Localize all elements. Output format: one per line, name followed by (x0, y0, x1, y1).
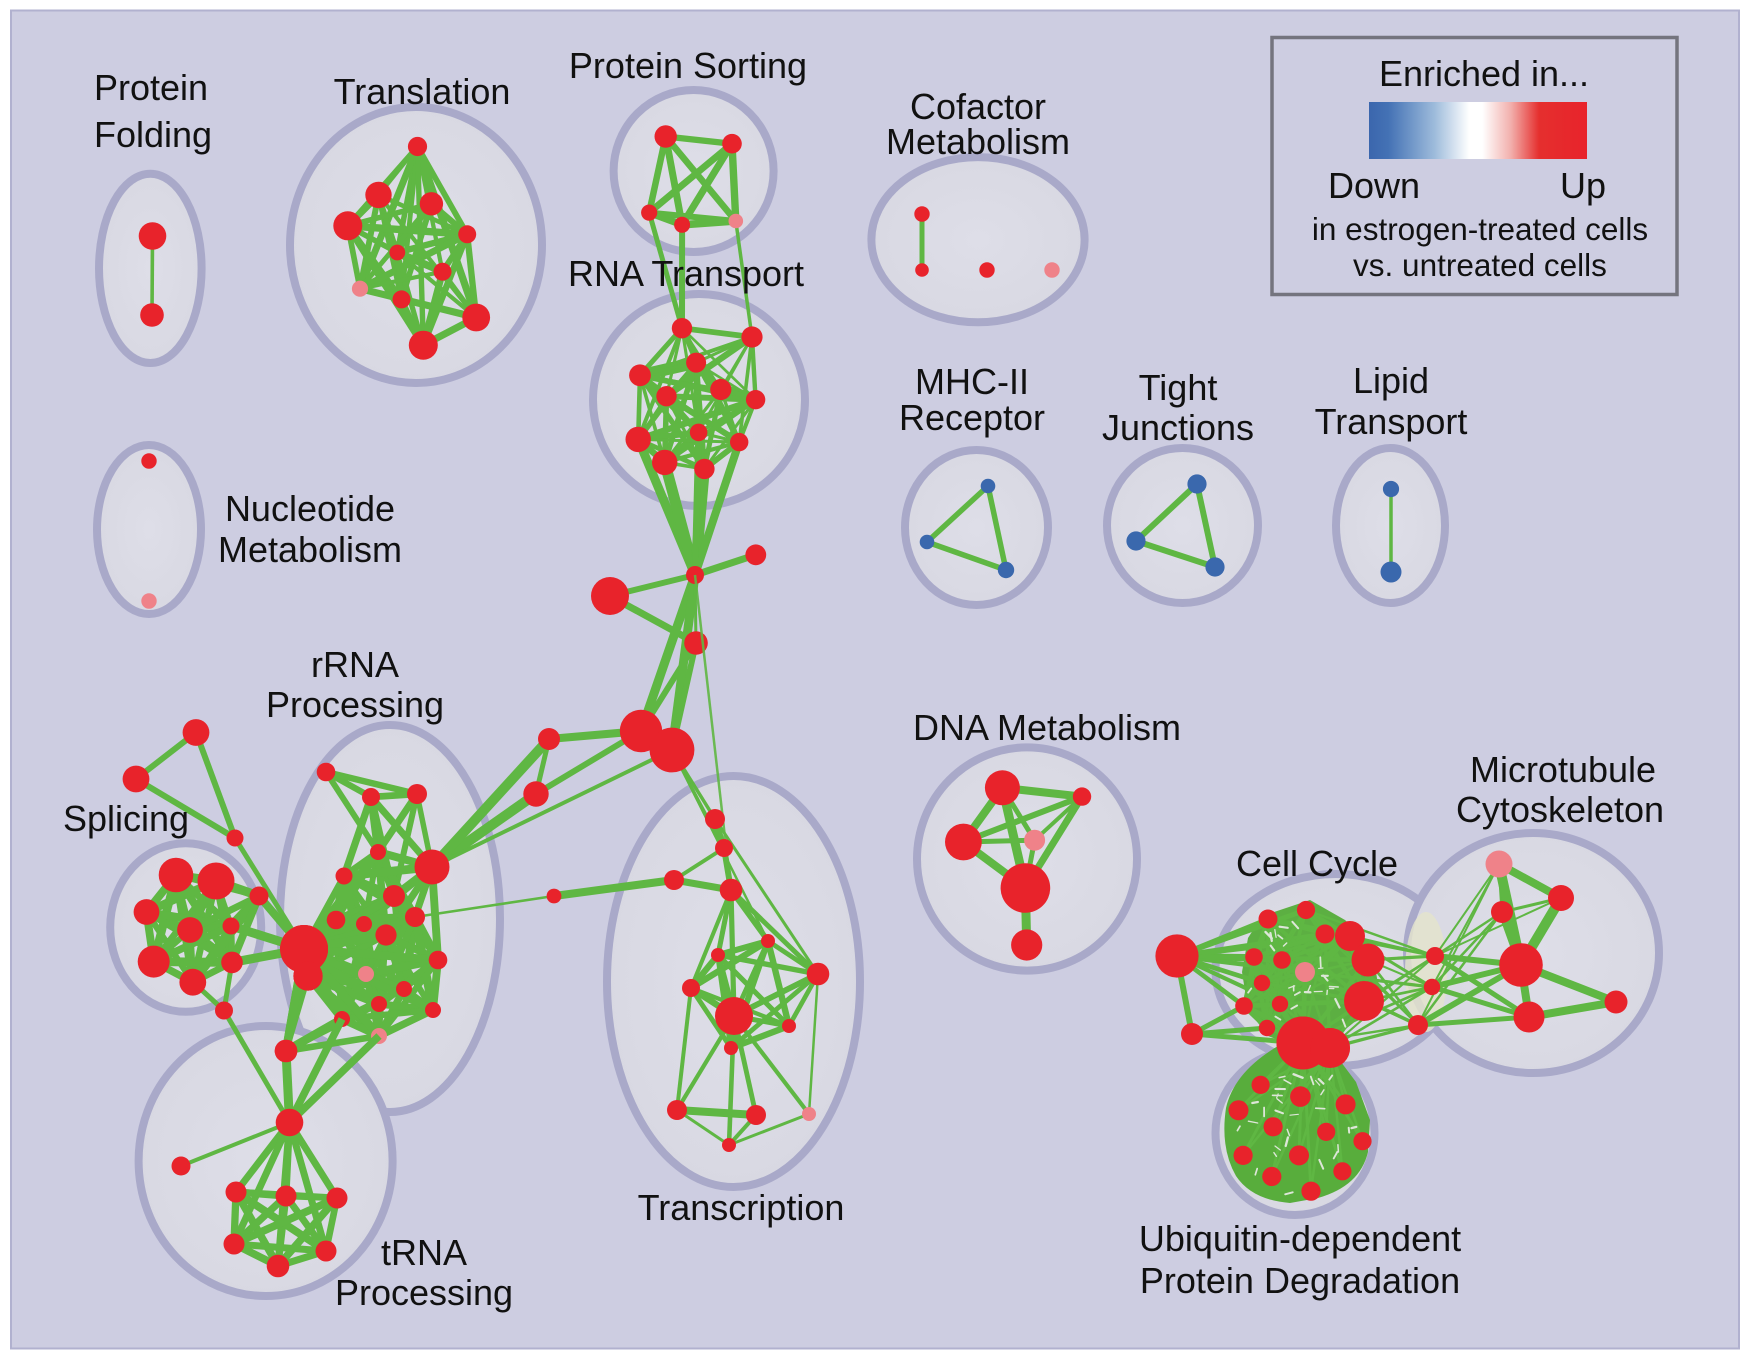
svg-text:RNA Transport: RNA Transport (568, 253, 804, 294)
svg-text:Lipid: Lipid (1353, 360, 1429, 401)
svg-text:Transport: Transport (1315, 401, 1468, 442)
svg-text:in estrogen-treated cells: in estrogen-treated cells (1312, 211, 1648, 247)
svg-text:Metabolism: Metabolism (886, 121, 1070, 162)
svg-text:Microtubule: Microtubule (1470, 749, 1656, 790)
svg-text:Processing: Processing (335, 1272, 513, 1313)
svg-text:Receptor: Receptor (899, 397, 1045, 438)
svg-text:Nucleotide: Nucleotide (225, 488, 395, 529)
svg-text:Ubiquitin-dependent: Ubiquitin-dependent (1139, 1218, 1461, 1259)
svg-text:Up: Up (1560, 165, 1606, 206)
svg-text:Protein: Protein (94, 67, 208, 108)
svg-text:MHC-II: MHC-II (915, 361, 1029, 402)
svg-text:Enriched in...: Enriched in... (1379, 53, 1589, 94)
svg-text:Junctions: Junctions (1102, 407, 1254, 448)
svg-text:Processing: Processing (266, 684, 444, 725)
svg-text:Protein Degradation: Protein Degradation (1140, 1260, 1460, 1301)
svg-text:Tight: Tight (1139, 367, 1218, 408)
svg-text:rRNA: rRNA (311, 644, 399, 685)
svg-text:tRNA: tRNA (381, 1232, 467, 1273)
svg-text:DNA Metabolism: DNA Metabolism (913, 707, 1181, 748)
svg-text:Protein Sorting: Protein Sorting (569, 45, 807, 86)
svg-text:Cytoskeleton: Cytoskeleton (1456, 789, 1664, 830)
svg-text:vs. untreated cells: vs. untreated cells (1353, 247, 1607, 283)
svg-text:Folding: Folding (94, 114, 212, 155)
svg-text:Splicing: Splicing (63, 798, 189, 839)
svg-text:Cofactor: Cofactor (910, 86, 1046, 127)
svg-text:Translation: Translation (334, 71, 511, 112)
svg-text:Transcription: Transcription (638, 1187, 845, 1228)
svg-text:Metabolism: Metabolism (218, 529, 402, 570)
svg-text:Cell Cycle: Cell Cycle (1236, 843, 1398, 884)
svg-text:Down: Down (1328, 165, 1420, 206)
